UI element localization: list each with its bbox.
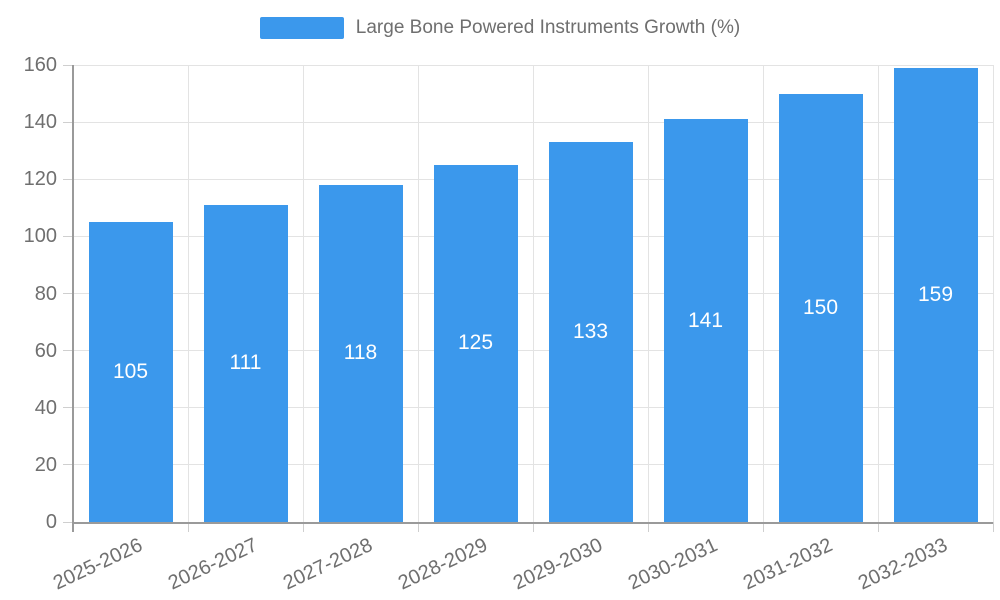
gridline-vertical <box>762 65 764 522</box>
y-axis-tick-label: 60 <box>34 339 57 362</box>
bar[interactable] <box>893 67 978 522</box>
bar[interactable] <box>203 204 288 522</box>
legend[interactable]: Large Bone Powered Instruments Growth (%… <box>0 17 1000 39</box>
legend-label: Large Bone Powered Instruments Growth (%… <box>355 17 741 38</box>
y-axis-tick-mark <box>63 235 73 237</box>
y-axis-line <box>72 65 74 532</box>
y-axis-tick-mark <box>63 293 73 294</box>
y-axis-tick-mark <box>63 178 73 180</box>
y-axis-tick-label: 140 <box>23 111 57 134</box>
x-axis-tick-label: 2031-2032 <box>739 534 836 595</box>
x-axis-tick-label: 2032-2033 <box>854 534 951 595</box>
y-axis-tick-mark <box>63 521 73 523</box>
gridline-vertical <box>647 65 649 522</box>
gridline-vertical <box>532 65 534 522</box>
bar[interactable] <box>778 93 863 522</box>
y-axis-tick-label: 80 <box>34 282 57 305</box>
gridline-vertical <box>187 65 189 522</box>
y-axis-tick-label: 20 <box>34 453 57 476</box>
y-axis-tick-label: 160 <box>23 54 57 76</box>
bar[interactable] <box>318 184 403 522</box>
bar[interactable] <box>433 164 518 522</box>
gridline-vertical <box>992 65 994 522</box>
x-axis-tick-mark <box>417 522 419 532</box>
y-axis-tick-mark <box>63 64 73 66</box>
x-axis-tick-mark <box>877 522 879 532</box>
gridline-vertical <box>302 65 304 522</box>
gridline-vertical <box>417 65 419 522</box>
x-axis-tick-mark <box>647 522 649 532</box>
x-axis-tick-mark <box>532 522 534 532</box>
bar[interactable] <box>88 222 173 522</box>
x-axis-tick-label: 2030-2031 <box>624 534 721 595</box>
legend-swatch-icon <box>259 17 344 39</box>
y-axis-tick-mark <box>63 407 73 409</box>
y-axis-tick-label: 100 <box>23 225 57 248</box>
y-axis-tick-label: 0 <box>45 511 57 533</box>
x-axis-tick-label: 2029-2030 <box>509 534 606 595</box>
x-axis-tick-label: 2028-2029 <box>394 534 491 595</box>
bar[interactable] <box>548 142 633 522</box>
x-axis-tick-label: 2025-2026 <box>49 534 146 595</box>
x-axis-tick-mark <box>302 522 304 532</box>
x-axis-tick-label: 2027-2028 <box>279 534 376 595</box>
bar[interactable] <box>663 119 748 522</box>
y-axis-tick-label: 40 <box>34 396 57 419</box>
y-axis-tick-label: 120 <box>23 168 57 191</box>
y-axis-tick-mark <box>63 121 73 123</box>
x-axis-tick-label: 2026-2027 <box>164 534 261 595</box>
x-axis-tick-mark <box>992 522 994 532</box>
y-axis-tick-mark <box>63 464 73 466</box>
x-axis-line <box>72 522 993 524</box>
gridline-vertical <box>877 65 879 522</box>
x-axis-tick-mark <box>187 522 189 532</box>
x-axis-tick-mark <box>762 522 764 532</box>
y-axis-tick-mark <box>63 350 73 352</box>
